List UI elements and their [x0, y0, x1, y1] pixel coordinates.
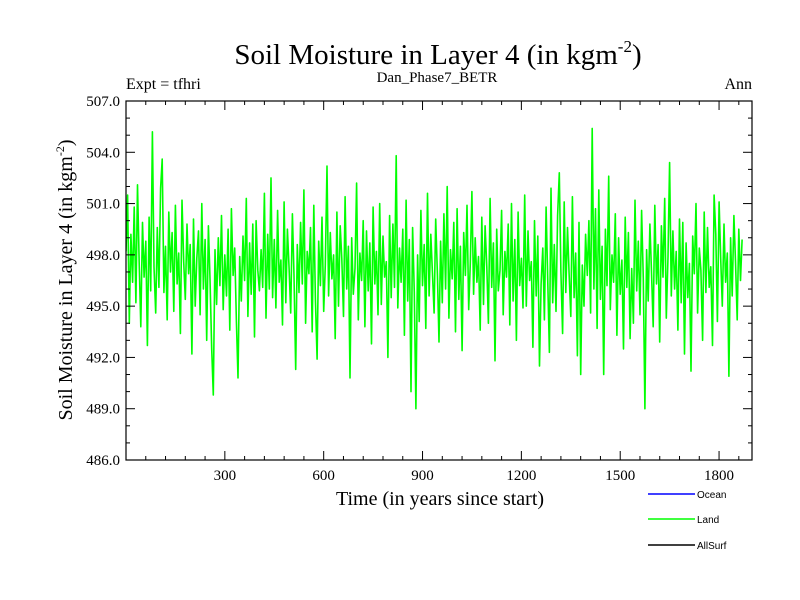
- chart-title-sup: -2: [618, 37, 632, 56]
- x-tick-label: 600: [312, 468, 335, 484]
- x-tick-label: 300: [214, 468, 237, 484]
- chart-title: Soil Moisture in Layer 4 (in kgm-2): [234, 37, 641, 71]
- chart-title-main: Soil Moisture in Layer 4 (in kgm: [234, 39, 618, 71]
- subtitle-center: Dan_Phase7_BETR: [377, 70, 498, 86]
- y-tick-label: 504.0: [86, 145, 120, 161]
- plot-frame: [125, 100, 753, 461]
- y-axis-label-main: Soil Moisture in Layer 4 (in kgm: [55, 156, 77, 421]
- legend-land-label: Land: [697, 515, 719, 526]
- legend-allsurf-label: AllSurf: [697, 541, 727, 552]
- y-axis-label-close: ): [55, 139, 77, 146]
- subtitle-left: Expt = tfhri: [126, 76, 201, 93]
- x-tick-label: 1800: [704, 468, 734, 484]
- y-axis-label: Soil Moisture in Layer 4 (in kgm-2): [53, 139, 77, 420]
- series-land-line: [126, 127, 743, 410]
- x-tick-label: 1200: [506, 468, 536, 484]
- x-tick-label: 1500: [605, 468, 635, 484]
- y-axis-label-sup: -2: [53, 146, 67, 156]
- y-tick-label: 507.0: [86, 94, 120, 110]
- legend-ocean-label: Ocean: [697, 490, 726, 501]
- y-tick-label: 498.0: [86, 248, 120, 264]
- legend: Ocean Land AllSurf: [648, 490, 727, 552]
- subtitle-right: Ann: [724, 76, 752, 93]
- chart-title-close: ): [632, 39, 642, 71]
- x-tick-label: 900: [411, 468, 434, 484]
- y-tick-label: 495.0: [86, 299, 120, 315]
- y-tick-label: 486.0: [86, 453, 120, 469]
- axis-ticks: 300 600 900 1200 1500 1800 486.0 489.0 492.0 495.…: [86, 94, 752, 484]
- x-axis-label: Time (in years since start): [336, 488, 544, 510]
- y-tick-label: 489.0: [86, 402, 120, 418]
- y-tick-label: 492.0: [86, 350, 120, 366]
- y-tick-label: 501.0: [86, 197, 120, 213]
